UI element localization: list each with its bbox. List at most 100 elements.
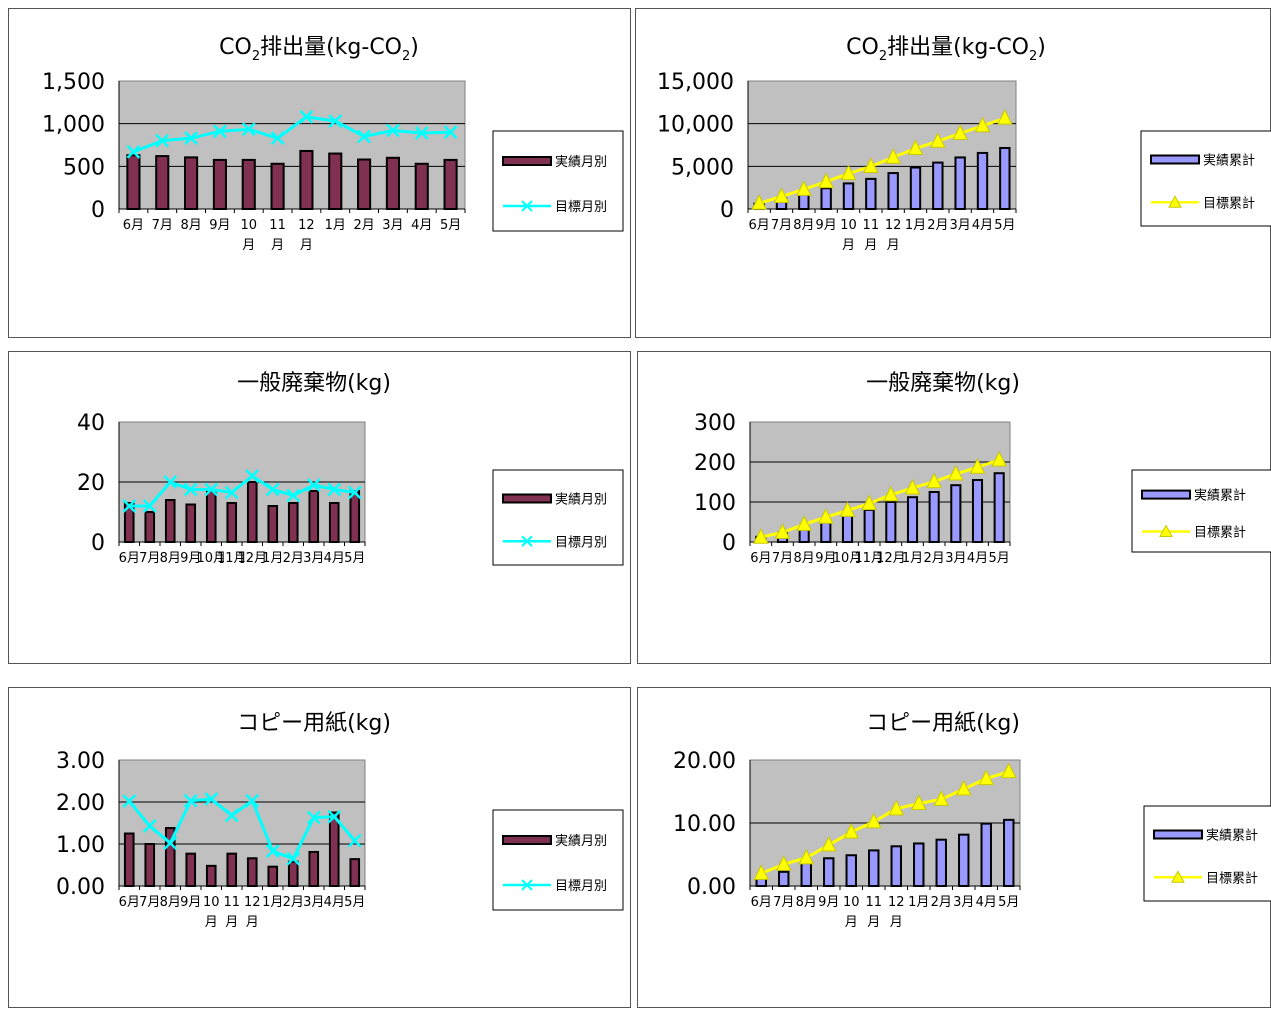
- point-mark-x: [443, 125, 458, 140]
- x-tick-label: 6月: [119, 895, 140, 910]
- bar-mark: [308, 850, 320, 887]
- x-tick-label: 2月: [927, 218, 948, 233]
- legend-label-line: 目標月別: [555, 535, 607, 550]
- series-line: [132, 115, 451, 154]
- bar-mark: [778, 870, 790, 887]
- chart-panel-paper-monthly: コピー用紙(kg) 0.00 1.00 2.00 3.00 6月 7月 8月 9月 10 月 11 月 1…: [8, 687, 631, 1008]
- y-tick-label: 300: [694, 411, 736, 436]
- x-tick-label: 4月: [976, 895, 997, 910]
- legend-label-line: 目標累計: [1203, 195, 1255, 211]
- bar-mark: [890, 845, 902, 887]
- x-tick-label: 2月: [931, 895, 952, 910]
- point-mark-triangle: [904, 478, 921, 495]
- bar-mark: [823, 857, 835, 887]
- x-tick-label: 1月: [905, 218, 926, 233]
- point-mark-x: [328, 114, 343, 128]
- chart-title: 一般廃棄物(kg): [866, 371, 1020, 396]
- point-mark-triangle: [796, 180, 812, 196]
- x-tick-label: 7月: [152, 218, 173, 233]
- bar-mark: [885, 501, 897, 543]
- point-mark-triangle: [820, 835, 837, 852]
- point-mark-x: [270, 131, 285, 146]
- point-mark-triangle: [863, 157, 879, 174]
- bar-mark: [328, 502, 340, 543]
- x-tick-label: 4月: [967, 551, 988, 566]
- legend-label-bar: 実績月別: [555, 492, 607, 508]
- x-tick-label: 10: [240, 218, 257, 233]
- point-mark-triangle: [865, 812, 882, 829]
- bar-mark: [270, 162, 285, 210]
- x-tick-label: 2月: [353, 218, 374, 233]
- bar-mark: [328, 152, 343, 211]
- x-tick-label: 6月: [750, 551, 771, 566]
- chart-co2-cumulative: CO2排出量(kg-CO2) 0 5,000 10,000 15,000 6月 7月 8月 9月…: [657, 35, 1271, 253]
- point-mark-triangle: [843, 823, 860, 839]
- x-tick-label-suffix: 月: [205, 915, 218, 930]
- x-tick-label: 4月: [972, 218, 993, 233]
- legend-label-bar: 実績累計: [1194, 488, 1246, 504]
- bar-mark: [999, 146, 1011, 210]
- bar-mark: [909, 166, 922, 210]
- legend-bar-swatch: [1141, 489, 1191, 500]
- bar-mark: [123, 502, 135, 543]
- x-tick-label: 1月: [262, 895, 283, 910]
- x-tick-label-suffix: 月: [890, 915, 903, 930]
- legend-bar-swatch: [502, 493, 552, 504]
- x-tick-label: 7月: [772, 551, 793, 566]
- bar-mark: [842, 182, 855, 210]
- bar-mark: [164, 499, 176, 543]
- plot-area: [749, 421, 1011, 543]
- point-mark-x: [286, 488, 301, 503]
- y-tick-label: 1,000: [42, 113, 105, 138]
- x-tick-label: 9月: [815, 551, 836, 566]
- bar-mark: [980, 822, 992, 888]
- bar-mark: [144, 843, 156, 887]
- point-mark-x: [245, 469, 260, 483]
- legend-label-bar: 実績月別: [555, 833, 607, 849]
- bar-mark: [906, 496, 919, 543]
- point-mark-x: [357, 129, 371, 144]
- bar-mark: [299, 149, 314, 210]
- x-tick-label: 10月: [196, 551, 226, 566]
- point-mark-triangle: [910, 794, 927, 810]
- bar-mark: [841, 514, 854, 543]
- point-mark-triangle: [818, 508, 834, 524]
- bar-mark: [385, 156, 400, 211]
- bar-mark: [954, 156, 966, 210]
- point-mark-x: [224, 808, 239, 823]
- point-mark-triangle: [930, 132, 946, 148]
- x-tick-label: 8月: [796, 895, 817, 910]
- bar-mark: [1003, 818, 1015, 888]
- x-tick-label: 1月: [902, 551, 923, 566]
- y-tick-label: 0: [91, 531, 105, 556]
- chart-title: コピー用紙(kg): [866, 711, 1020, 736]
- bar-mark: [164, 827, 176, 887]
- y-tick-label: 1.00: [56, 833, 105, 858]
- point-mark-x: [163, 475, 178, 489]
- legend-label-bar: 実績累計: [1206, 828, 1258, 844]
- x-tick-label: 9月: [816, 218, 837, 233]
- bar-mark: [144, 511, 156, 543]
- bar-mark: [971, 479, 984, 543]
- bar-mark: [928, 491, 940, 543]
- plot-area: [118, 80, 466, 210]
- x-tick-label: 5月: [998, 895, 1019, 910]
- point-mark-triangle: [773, 187, 790, 203]
- legend-bar-swatch: [1150, 154, 1200, 165]
- x-tick-label: 5月: [440, 218, 461, 233]
- x-tick-label: 3月: [945, 551, 966, 566]
- y-tick-label: 10.00: [673, 812, 736, 837]
- chart-panel-paper-cumulative: コピー用紙(kg) 0.00 10.00 20.00 6月 7月 8月 9月 10 月 11 月 12 月…: [637, 687, 1271, 1008]
- y-tick-label: 5,000: [671, 155, 734, 180]
- x-tick-label: 3月: [953, 895, 974, 910]
- y-tick-label: 0.00: [687, 875, 736, 900]
- point-mark-triangle: [991, 450, 1007, 467]
- bar-mark: [126, 154, 141, 211]
- bar-mark: [935, 838, 947, 888]
- y-tick-label: 0: [722, 531, 736, 556]
- y-tick-label: 15,000: [657, 70, 734, 95]
- x-tick-label: 12月: [237, 551, 267, 566]
- x-tick-label: 8月: [180, 218, 201, 233]
